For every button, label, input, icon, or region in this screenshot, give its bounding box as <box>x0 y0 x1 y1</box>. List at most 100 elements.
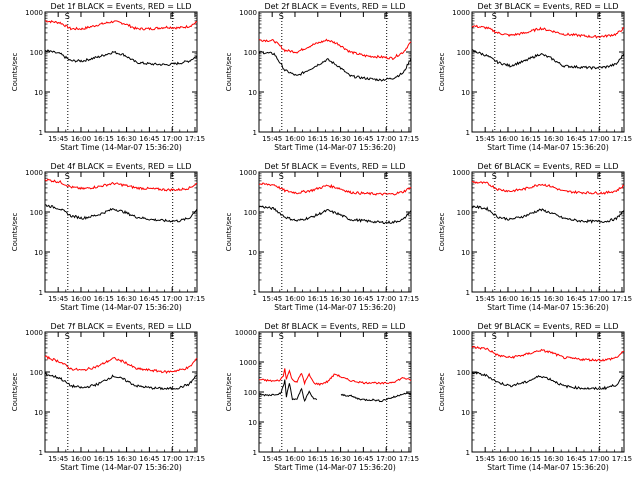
x-tick-label: 16:30 <box>543 135 563 143</box>
x-tick-label: 17:15 <box>185 455 205 463</box>
x-axis-label: Start Time (14-Mar-07 15:36:20) <box>60 463 182 472</box>
marker-label-e: E <box>170 172 175 181</box>
y-tick-label: 1 <box>253 289 257 297</box>
x-axis-label: Start Time (14-Mar-07 15:36:20) <box>60 143 182 152</box>
x-tick-label: 16:30 <box>116 455 136 463</box>
y-axis-label: Counts/sec <box>438 53 446 92</box>
x-tick-label: 16:45 <box>566 295 586 303</box>
x-tick-label: 16:45 <box>566 135 586 143</box>
x-tick-label: 16:30 <box>330 295 350 303</box>
panel-title: Det 3f BLACK = Events, RED = LLD <box>477 2 618 11</box>
marker-label-s: S <box>492 332 497 341</box>
panel-det-8: Det 8f BLACK = Events, RED = LLD 1 10 100 10… <box>225 322 419 472</box>
y-tick-label: 10 <box>248 249 257 257</box>
x-tick-label: 16:15 <box>94 455 114 463</box>
x-axis-label: Start Time (14-Mar-07 15:36:20) <box>274 143 396 152</box>
panel-det-9: Det 9f BLACK = Events, RED = LLD 1 10 100 10… <box>438 322 632 472</box>
x-tick-label: 15:45 <box>48 295 68 303</box>
y-tick-label: 1000 <box>452 9 470 17</box>
panel-title: Det 8f BLACK = Events, RED = LLD <box>264 322 405 331</box>
x-tick-label: 17:00 <box>376 295 396 303</box>
x-tick-label: 15:45 <box>48 455 68 463</box>
marker-label-e: E <box>170 332 175 341</box>
x-tick-label: 17:15 <box>612 135 632 143</box>
x-tick-label: 16:00 <box>285 135 305 143</box>
marker-label-s: S <box>65 332 70 341</box>
y-tick-label: 100 <box>244 389 257 397</box>
x-tick-label: 17:15 <box>399 295 419 303</box>
x-tick-label: 16:30 <box>543 295 563 303</box>
panel-title: Det 2f BLACK = Events, RED = LLD <box>264 2 405 11</box>
y-tick-label: 1000 <box>239 9 257 17</box>
y-tick-label: 1 <box>39 289 43 297</box>
y-tick-label: 1000 <box>25 329 43 337</box>
x-tick-label: 16:00 <box>498 455 518 463</box>
x-tick-label: 16:45 <box>353 135 373 143</box>
panel-title: Det 1f BLACK = Events, RED = LLD <box>50 2 191 11</box>
x-tick-label: 15:45 <box>475 135 495 143</box>
panel-det-6: Det 6f BLACK = Events, RED = LLD 1 10 100 10… <box>438 162 632 312</box>
x-tick-label: 15:45 <box>262 135 282 143</box>
x-tick-label: 16:15 <box>521 295 541 303</box>
marker-label-s: S <box>279 172 284 181</box>
series-events-line-1 <box>471 49 625 70</box>
series-lld-line-0 <box>258 38 412 61</box>
series-lld-line-0 <box>44 20 198 31</box>
x-tick-label: 17:15 <box>185 135 205 143</box>
x-tick-label: 16:15 <box>94 135 114 143</box>
x-tick-label: 16:45 <box>353 455 373 463</box>
marker-label-e: E <box>384 12 389 21</box>
y-tick-label: 100 <box>457 49 470 57</box>
marker-label-e: E <box>384 172 389 181</box>
x-tick-label: 16:15 <box>521 455 541 463</box>
series-events-line-1 <box>44 49 198 67</box>
y-tick-label: 1000 <box>452 329 470 337</box>
y-tick-label: 1 <box>39 129 43 137</box>
x-tick-label: 17:15 <box>612 455 632 463</box>
x-tick-label: 16:45 <box>139 135 159 143</box>
x-tick-label: 16:00 <box>71 135 91 143</box>
marker-label-e: E <box>597 332 602 341</box>
x-tick-label: 16:00 <box>498 135 518 143</box>
series-events-line-2 <box>340 392 411 403</box>
x-tick-label: 17:15 <box>612 295 632 303</box>
plot-frame <box>258 11 412 133</box>
x-tick-label: 16:45 <box>139 295 159 303</box>
x-tick-label: 16:15 <box>521 135 541 143</box>
x-tick-label: 16:30 <box>116 295 136 303</box>
y-tick-label: 10 <box>248 89 257 97</box>
panel-det-4: Det 4f BLACK = Events, RED = LLD 1 10 100 10… <box>11 162 205 312</box>
panel-det-2: Det 2f BLACK = Events, RED = LLD 1 10 100 10… <box>225 2 419 152</box>
x-tick-label: 16:00 <box>285 295 305 303</box>
plot-frame <box>44 171 198 293</box>
x-tick-label: 17:15 <box>399 135 419 143</box>
panel-det-7: Det 7f BLACK = Events, RED = LLD 1 10 100 10… <box>11 322 205 472</box>
x-tick-label: 16:30 <box>116 135 136 143</box>
y-axis-label: Counts/sec <box>438 373 446 412</box>
plot-frame <box>471 171 625 293</box>
x-tick-label: 17:15 <box>399 455 419 463</box>
series-events-line-1 <box>258 205 412 225</box>
series-lld-line-0 <box>258 368 412 386</box>
y-tick-label: 1000 <box>239 359 257 367</box>
marker-label-e: E <box>597 12 602 21</box>
series-events-line-1 <box>471 371 625 391</box>
panel-title: Det 4f BLACK = Events, RED = LLD <box>50 162 191 171</box>
x-tick-label: 16:15 <box>308 455 328 463</box>
y-axis-label: Counts/sec <box>225 373 233 412</box>
y-tick-label: 10 <box>34 249 43 257</box>
y-axis-label: Counts/sec <box>11 53 19 92</box>
series-lld-line-0 <box>44 355 198 375</box>
x-tick-label: 16:30 <box>330 135 350 143</box>
marker-label-e: E <box>384 332 389 341</box>
plot-frame <box>471 11 625 133</box>
x-tick-label: 16:00 <box>71 455 91 463</box>
y-tick-label: 1 <box>39 449 43 457</box>
x-axis-label: Start Time (14-Mar-07 15:36:20) <box>274 303 396 312</box>
y-tick-label: 1 <box>253 449 257 457</box>
x-tick-label: 16:30 <box>330 455 350 463</box>
y-tick-label: 10 <box>34 409 43 417</box>
x-tick-label: 17:00 <box>162 135 182 143</box>
x-tick-label: 15:45 <box>475 295 495 303</box>
marker-label-s: S <box>65 172 70 181</box>
